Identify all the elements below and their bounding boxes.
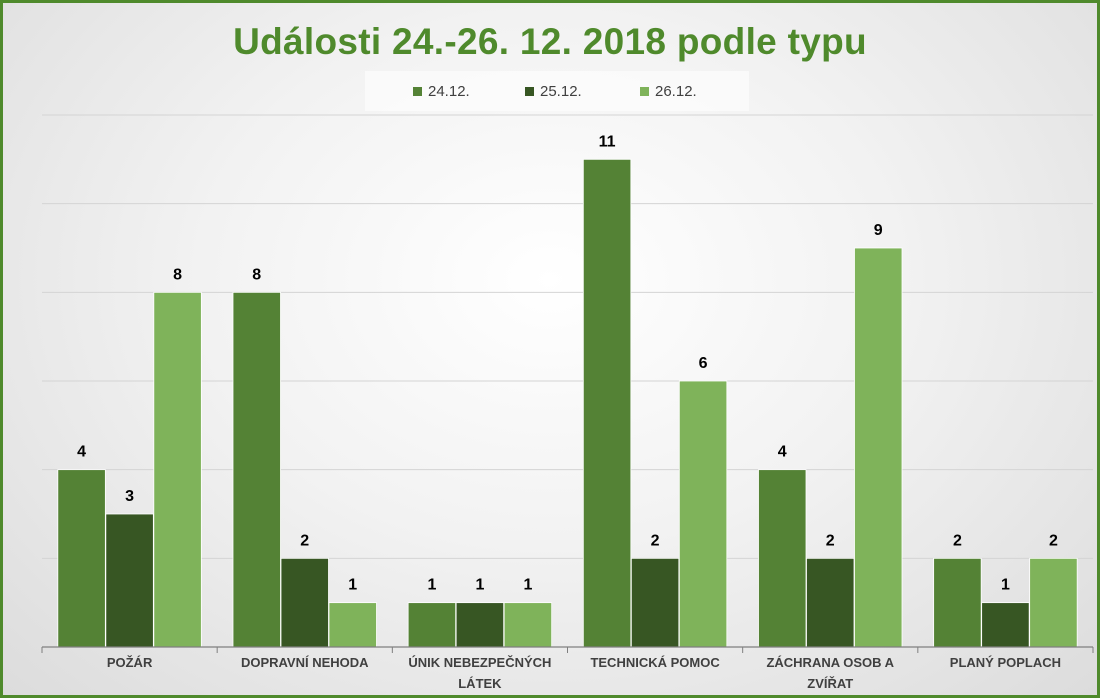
bar — [407, 602, 457, 648]
data-label: 1 — [475, 577, 484, 594]
bar — [678, 380, 728, 648]
legend-label-series-2: 25.12. — [540, 83, 582, 100]
legend-item-series-2: 25.12. — [525, 83, 582, 100]
data-label: 8 — [252, 266, 261, 283]
bar — [630, 557, 680, 648]
bar — [153, 291, 202, 648]
legend-swatch-series-2 — [525, 86, 534, 96]
data-label: 11 — [599, 133, 616, 150]
data-label: 1 — [523, 577, 532, 594]
bar — [455, 602, 505, 648]
legend-label-series-3: 26.12. — [655, 83, 697, 100]
bar — [582, 158, 632, 648]
data-label: 2 — [953, 532, 962, 549]
data-label: 1 — [1001, 577, 1010, 594]
data-label: 9 — [874, 222, 883, 239]
legend-item-series-3: 26.12. — [640, 83, 697, 100]
data-label: 2 — [826, 532, 835, 549]
category-label: PLANÝ POPLACH — [950, 655, 1061, 670]
data-label: 2 — [1049, 532, 1058, 549]
category-label: TECHNICKÁ POMOC — [590, 655, 720, 670]
bar — [328, 602, 377, 648]
category-label: ZVÍŘAT — [807, 676, 853, 691]
bar — [105, 513, 154, 648]
legend-item-series-1: 24.12. — [413, 83, 470, 100]
category-label: POŽÁR — [107, 655, 153, 670]
data-label: 1 — [427, 577, 436, 594]
category-label: ZÁCHRANA OSOB A — [766, 655, 894, 670]
bar — [280, 557, 329, 648]
bar — [503, 602, 553, 648]
bar — [57, 469, 106, 648]
data-label: 2 — [300, 532, 309, 549]
data-label: 4 — [77, 444, 86, 461]
bar — [232, 291, 281, 648]
legend-swatch-series-1 — [413, 86, 422, 96]
data-label: 2 — [651, 532, 660, 549]
bar — [1029, 557, 1078, 648]
bar — [758, 469, 807, 648]
data-label: 1 — [348, 577, 357, 594]
bar — [854, 247, 903, 648]
legend-label-series-1: 24.12. — [428, 83, 470, 100]
chart-title: Události 24.-26. 12. 2018 podle typu — [233, 21, 867, 62]
legend-swatch-series-3 — [640, 86, 649, 96]
category-label: LÁTEK — [458, 676, 502, 691]
bar — [981, 602, 1030, 648]
data-label: 3 — [125, 488, 134, 505]
data-label: 6 — [699, 355, 708, 372]
bar — [933, 557, 982, 648]
category-label: DOPRAVNÍ NEHODA — [241, 655, 369, 670]
data-label: 8 — [173, 266, 182, 283]
category-label: ÚNIK NEBEZPEČNÝCH — [408, 655, 551, 670]
bar — [806, 557, 855, 648]
data-label: 4 — [778, 444, 787, 461]
chart-legend: 24.12. 25.12. 26.12. — [365, 71, 749, 111]
